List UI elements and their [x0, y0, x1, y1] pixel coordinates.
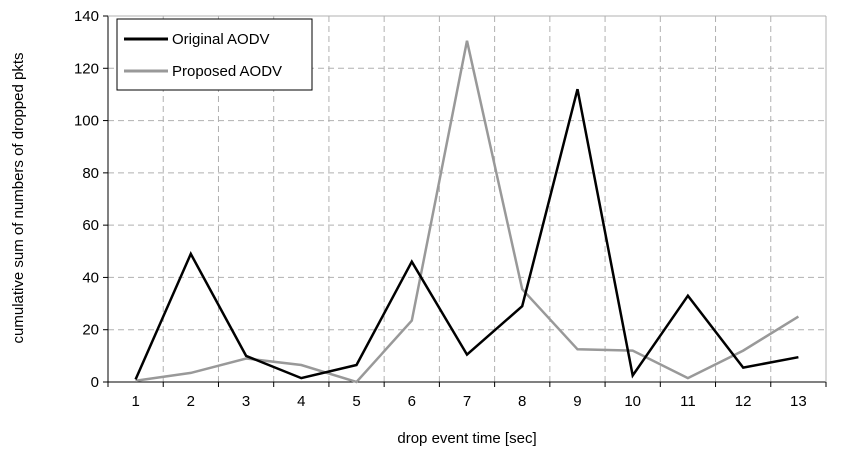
x-tick-label: 8: [518, 393, 526, 410]
x-axis-ticks: 1 2 3 4 5 6 7 8 9 10 11 12 13: [107, 382, 827, 410]
y-tick-label: 120: [74, 60, 99, 77]
y-tick-label: 0: [91, 374, 99, 391]
x-tick-label: 2: [187, 393, 195, 410]
legend-box: [116, 18, 313, 91]
x-axis-title: drop event time [sec]: [397, 430, 536, 447]
y-tick-label: 20: [82, 322, 99, 339]
legend-label-proposed-aodv: Proposed AODV: [172, 63, 282, 80]
x-tick-label: 12: [735, 393, 752, 410]
y-tick-label: 60: [82, 217, 99, 234]
series-layer: [134, 40, 800, 384]
x-tick-label: 6: [408, 393, 416, 410]
y-tick-label: 40: [82, 269, 99, 286]
x-tick-label: 9: [573, 393, 581, 410]
series-line-proposed-aodv: [135, 40, 800, 384]
x-tick-label: 7: [463, 393, 471, 410]
x-tick-label: 13: [790, 393, 807, 410]
axes: [107, 15, 827, 383]
y-axis-ticks: 0 20 40 60 80 100 120 140: [74, 8, 108, 391]
x-tick-label: 10: [624, 393, 641, 410]
y-tick-label: 80: [82, 165, 99, 182]
x-tick-label: 11: [680, 393, 696, 410]
series-line-original-aodv: [134, 88, 799, 380]
x-tick-label: 3: [242, 393, 250, 410]
x-tick-label: 5: [352, 393, 360, 410]
legend-label-original-aodv: Original AODV: [172, 31, 270, 48]
y-axis-title: cumulative sum of numbers of dropped pkt…: [10, 53, 27, 344]
x-tick-label: 1: [131, 393, 139, 410]
y-tick-label: 140: [74, 8, 99, 25]
x-tick-label: 4: [297, 393, 305, 410]
legend: Original AODV Proposed AODV: [116, 18, 313, 91]
y-tick-label: 100: [74, 113, 99, 130]
